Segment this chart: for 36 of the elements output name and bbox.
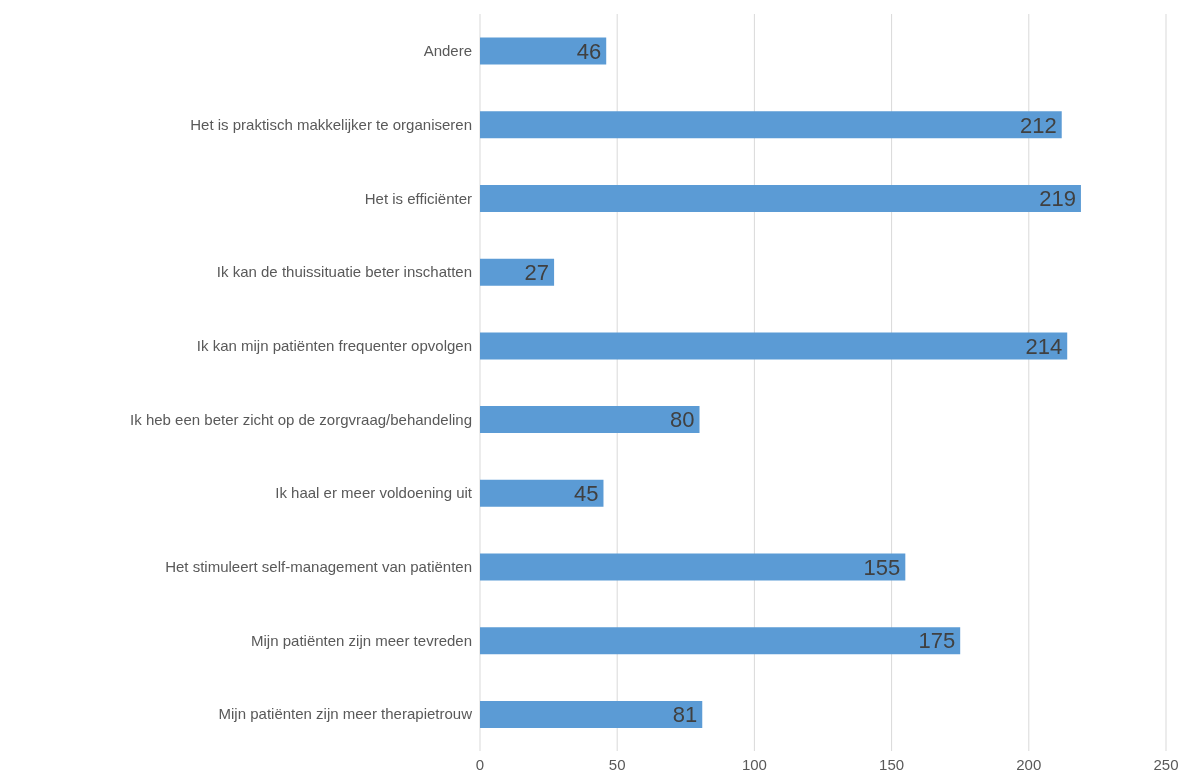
bar (480, 37, 607, 65)
y-tick-label: Ik haal er meer voldoening uit (275, 484, 473, 502)
x-tick-label: 250 (1153, 755, 1179, 773)
data-label: 80 (670, 407, 695, 433)
bar (480, 553, 906, 581)
data-label: 27 (524, 259, 550, 285)
bar (480, 184, 1081, 212)
y-tick-label: Andere (423, 42, 472, 60)
bar (480, 700, 703, 728)
bar (480, 332, 1068, 360)
data-label: 219 (1039, 186, 1076, 212)
y-tick-label: Mijn patiënten zijn meer therapietrouw (218, 705, 473, 723)
data-label: 155 (863, 554, 901, 580)
data-label: 45 (574, 481, 599, 507)
x-tick-label: 100 (741, 755, 767, 773)
y-tick-label: Ik kan de thuissituatie beter inschatten (216, 263, 472, 281)
data-label: 46 (576, 38, 602, 64)
data-label: 212 (1020, 112, 1057, 138)
x-tick-label: 200 (1016, 755, 1042, 773)
bar (480, 258, 555, 286)
bar (480, 627, 961, 655)
data-label: 214 (1025, 333, 1063, 359)
y-tick-label: Mijn patiënten zijn meer tevreden (251, 631, 472, 649)
y-tick-label: Het is efficiënter (364, 189, 472, 207)
bar (480, 111, 1062, 139)
x-tick-label: 0 (475, 755, 485, 773)
y-tick-label: Ik kan mijn patiënten frequenter opvolgen (196, 336, 472, 354)
y-tick-label: Het is praktisch makkelijker te organiseren (190, 115, 472, 133)
bar (480, 479, 604, 507)
bar (480, 406, 700, 434)
x-tick-label: 150 (879, 755, 905, 773)
y-tick-label: Het stimuleert self-management van patiënten (165, 558, 472, 576)
x-tick-label: 50 (608, 755, 626, 773)
y-tick-label: Ik heb een beter zicht op de zorgvraag/behandeling (130, 410, 472, 428)
data-label: 81 (672, 702, 698, 728)
data-label: 175 (918, 628, 956, 654)
